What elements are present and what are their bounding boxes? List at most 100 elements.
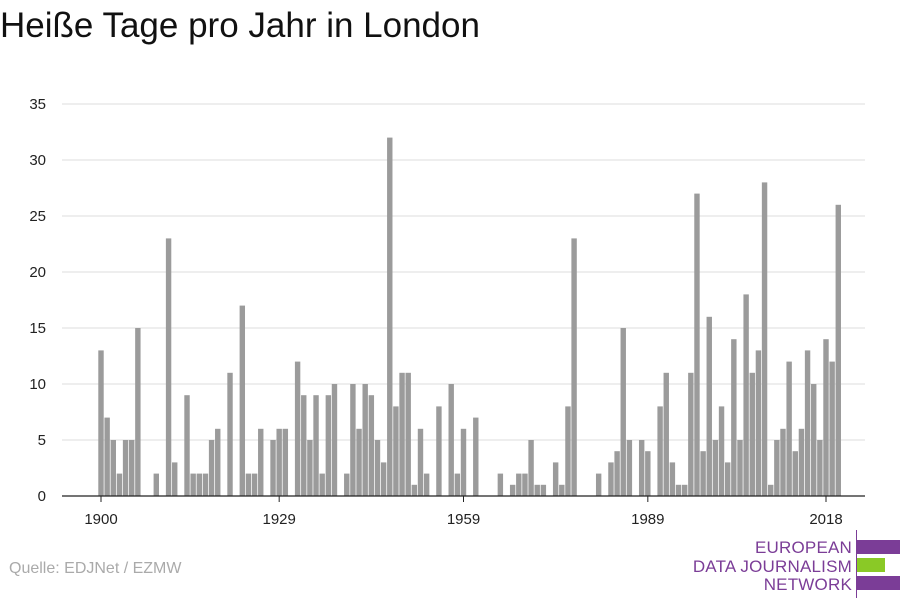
bar-2017	[817, 440, 823, 496]
bar-1970	[528, 440, 534, 496]
bar-1914	[184, 395, 190, 496]
bar-1996	[688, 372, 694, 496]
bar-1918	[208, 440, 215, 496]
bar-1955	[436, 406, 442, 496]
bar-1995	[681, 484, 688, 496]
logo-line-network: NETWORK	[763, 575, 852, 594]
bar-1944	[368, 395, 375, 496]
bar-1903	[116, 473, 123, 496]
bar-1958	[454, 473, 461, 496]
bar-1937	[325, 395, 332, 496]
x-tick-label: 2018	[809, 511, 842, 528]
bar-1942	[356, 428, 362, 496]
bar-1993	[669, 462, 676, 496]
x-tick-label: 1989	[631, 511, 664, 528]
bar-1968	[516, 473, 522, 496]
chart-title: Heiße Tage pro Jahr in London	[0, 6, 480, 45]
bar-1965	[497, 473, 504, 496]
bar-1932	[294, 361, 301, 496]
x-tick-label: 1900	[84, 511, 117, 528]
bar-1976	[565, 406, 571, 496]
bar-1917	[202, 473, 209, 496]
logo-line-european: EUROPEAN	[754, 538, 852, 557]
bar-1992	[663, 372, 669, 496]
bar-1991	[657, 406, 663, 496]
bar-2020	[835, 204, 841, 497]
logo-line-data-journalism: DATA JOURNALISM	[692, 557, 852, 576]
logo-divider	[856, 530, 857, 598]
bar-1924	[245, 473, 252, 496]
y-tick-label: 20	[29, 264, 46, 281]
bar-1916	[196, 473, 203, 496]
logo-bar-top	[857, 540, 900, 554]
y-tick-label: 15	[29, 320, 46, 337]
bar-1909	[153, 473, 159, 496]
edjnet-logo: EUROPEAN DATA JOURNALISM NETWORK	[693, 528, 900, 600]
bar-1901	[104, 417, 110, 496]
logo-bar-bottom	[857, 576, 900, 590]
bar-1953	[423, 473, 430, 496]
bar-2005	[743, 294, 749, 496]
bar-2001	[718, 406, 725, 496]
bar-1919	[215, 428, 221, 496]
bar-1984	[614, 451, 620, 496]
bar-1957	[448, 384, 454, 496]
bar-1915	[190, 473, 196, 496]
bar-1933	[301, 395, 307, 496]
bar-1951	[411, 484, 418, 496]
bar-1921	[227, 372, 233, 496]
bar-1988	[638, 440, 645, 496]
bar-2013	[792, 451, 798, 496]
bar-1947	[387, 137, 393, 496]
x-tick-label: 1959	[447, 511, 480, 528]
bar-1948	[393, 406, 399, 496]
bar-1945	[374, 440, 381, 496]
bar-1902	[110, 440, 116, 496]
bar-2012	[786, 361, 792, 496]
bar-1930	[282, 428, 289, 496]
bar-1900	[98, 350, 104, 496]
bar-1926	[258, 428, 264, 496]
bar-1971	[534, 484, 540, 496]
bar-2004	[737, 440, 743, 496]
bar-1941	[350, 384, 356, 496]
axes: 1900 1929 1959 1989 2018	[62, 495, 865, 528]
bar-1989	[645, 451, 651, 496]
bar-2016	[811, 384, 817, 496]
bar-1961	[473, 417, 479, 496]
bar-1985	[620, 328, 626, 496]
bar-2009	[768, 484, 774, 496]
bar-1975	[559, 484, 565, 496]
bar-1983	[608, 462, 614, 496]
y-tick-label: 25	[29, 208, 46, 225]
bar-1999	[706, 316, 712, 496]
bar-1950	[405, 372, 411, 496]
bar-1946	[380, 462, 387, 496]
logo-bar-middle	[857, 558, 885, 572]
bar-2000	[712, 440, 719, 496]
bar-1949	[399, 372, 405, 496]
bar-1904	[122, 440, 129, 496]
bar-2019	[829, 361, 835, 496]
bar-1959	[460, 428, 467, 496]
bar-2015	[804, 350, 811, 496]
bar-2011	[780, 428, 786, 496]
y-tick-label: 5	[38, 432, 46, 449]
bar-1929	[276, 428, 282, 496]
bars	[98, 137, 841, 497]
bar-1952	[417, 428, 424, 496]
bar-1905	[129, 440, 135, 496]
bar-1906	[135, 328, 141, 496]
y-tick-label: 35	[29, 96, 46, 113]
bar-1938	[331, 384, 338, 496]
bar-2003	[731, 339, 737, 496]
bar-1925	[251, 473, 258, 496]
bar-1943	[362, 384, 368, 496]
bar-2010	[774, 440, 780, 496]
bar-1972	[540, 484, 547, 496]
bar-2018	[823, 339, 829, 496]
bar-1997	[694, 193, 700, 496]
bar-1981	[595, 473, 602, 496]
bar-1998	[700, 451, 706, 496]
